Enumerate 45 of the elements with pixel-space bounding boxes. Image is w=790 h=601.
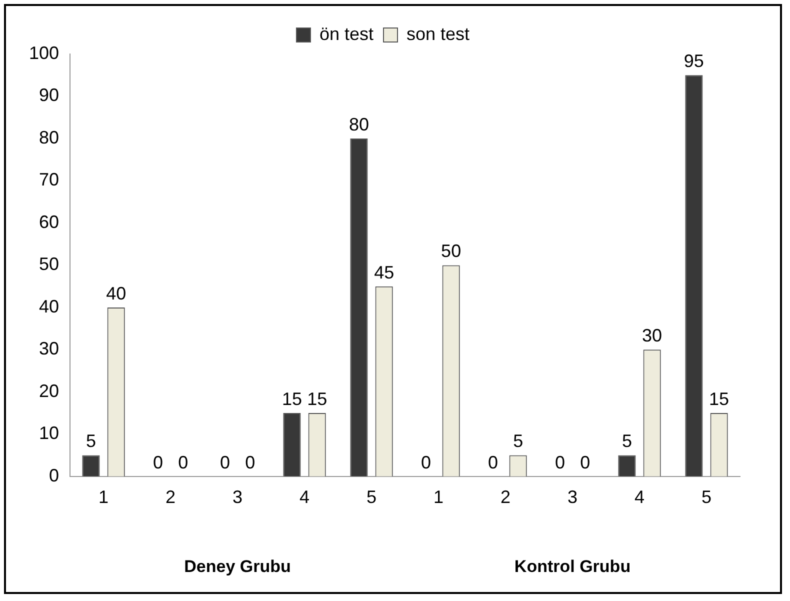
y-tick-label: 0 (49, 465, 60, 486)
data-label: 0 (152, 452, 163, 472)
data-label: 0 (554, 452, 565, 472)
data-label: 95 (684, 51, 704, 72)
y-tick-label: 70 (39, 170, 60, 190)
y-tick-label: 40 (39, 296, 60, 316)
data-label: 0 (488, 452, 498, 472)
x-tick-label: 3 (568, 487, 578, 508)
data-label: 15 (282, 389, 302, 410)
data-label: 30 (642, 326, 662, 346)
x-tick-label: 1 (98, 487, 109, 508)
x-tick-label: 3 (232, 487, 243, 508)
data-label: 5 (86, 431, 96, 452)
text: Kontrol Grubu (514, 557, 631, 576)
x-tick-label: 2 (166, 487, 176, 508)
x-tick-label: 4 (634, 487, 645, 508)
data-label: 40 (106, 283, 126, 304)
data-label: 45 (374, 262, 394, 282)
data-label: 15 (709, 389, 730, 410)
data-label: 5 (513, 431, 524, 452)
data-label: 0 (420, 452, 431, 472)
y-tick-label: 90 (39, 85, 60, 106)
x-tick-label: 4 (300, 487, 310, 508)
x-tick-label: 5 (701, 487, 712, 508)
data-label: 15 (307, 389, 328, 410)
data-label: 0 (580, 452, 590, 472)
y-tick-label: 30 (39, 338, 60, 359)
y-tick-label: 20 (39, 380, 60, 401)
x-tick-label: 1 (434, 487, 444, 508)
y-tick-label: 50 (39, 254, 60, 274)
text: Deney Grubu (184, 557, 291, 576)
y-tick-label: 100 (28, 42, 60, 63)
data-label: 0 (220, 452, 230, 472)
y-tick-label: 60 (39, 212, 60, 232)
data-label: 50 (441, 241, 462, 262)
data-label: 5 (622, 431, 632, 452)
x-tick-label: 5 (366, 487, 377, 508)
data-label: 0 (245, 452, 256, 472)
x-tick-label: 2 (500, 487, 511, 508)
legend-label: ön test (319, 24, 374, 44)
legend-label: son test (406, 24, 470, 44)
y-tick-label: 80 (39, 127, 60, 148)
data-label: 80 (348, 114, 369, 134)
y-tick-label: 10 (39, 423, 60, 444)
data-label: 0 (178, 452, 188, 472)
